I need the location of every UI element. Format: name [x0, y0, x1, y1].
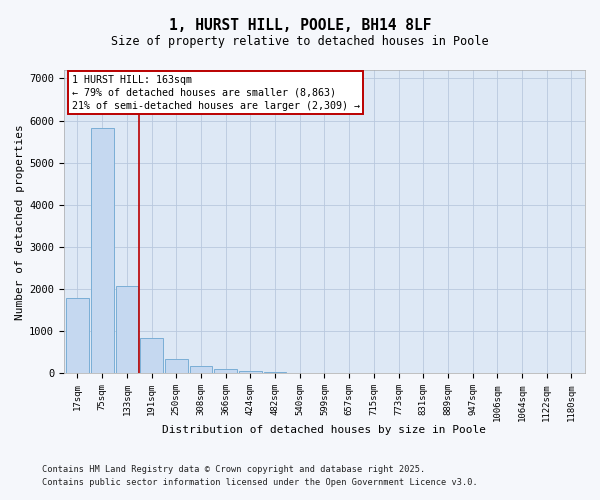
Bar: [165, 360, 188, 374]
X-axis label: Distribution of detached houses by size in Poole: Distribution of detached houses by size …: [163, 425, 487, 435]
Bar: [263, 372, 286, 374]
Bar: [91, 128, 113, 374]
Y-axis label: Number of detached properties: Number of detached properties: [15, 124, 25, 320]
Text: Size of property relative to detached houses in Poole: Size of property relative to detached ho…: [111, 35, 489, 48]
Text: Contains public sector information licensed under the Open Government Licence v3: Contains public sector information licen…: [42, 478, 478, 487]
Bar: [289, 372, 311, 374]
Text: Contains HM Land Registry data © Crown copyright and database right 2025.: Contains HM Land Registry data © Crown c…: [42, 466, 425, 474]
Text: 1 HURST HILL: 163sqm
← 79% of detached houses are smaller (8,863)
21% of semi-de: 1 HURST HILL: 163sqm ← 79% of detached h…: [72, 74, 360, 111]
Bar: [190, 366, 212, 374]
Bar: [66, 298, 89, 374]
Bar: [116, 286, 138, 374]
Bar: [214, 370, 237, 374]
Text: 1, HURST HILL, POOLE, BH14 8LF: 1, HURST HILL, POOLE, BH14 8LF: [169, 18, 431, 32]
Bar: [239, 370, 262, 374]
Bar: [140, 338, 163, 374]
